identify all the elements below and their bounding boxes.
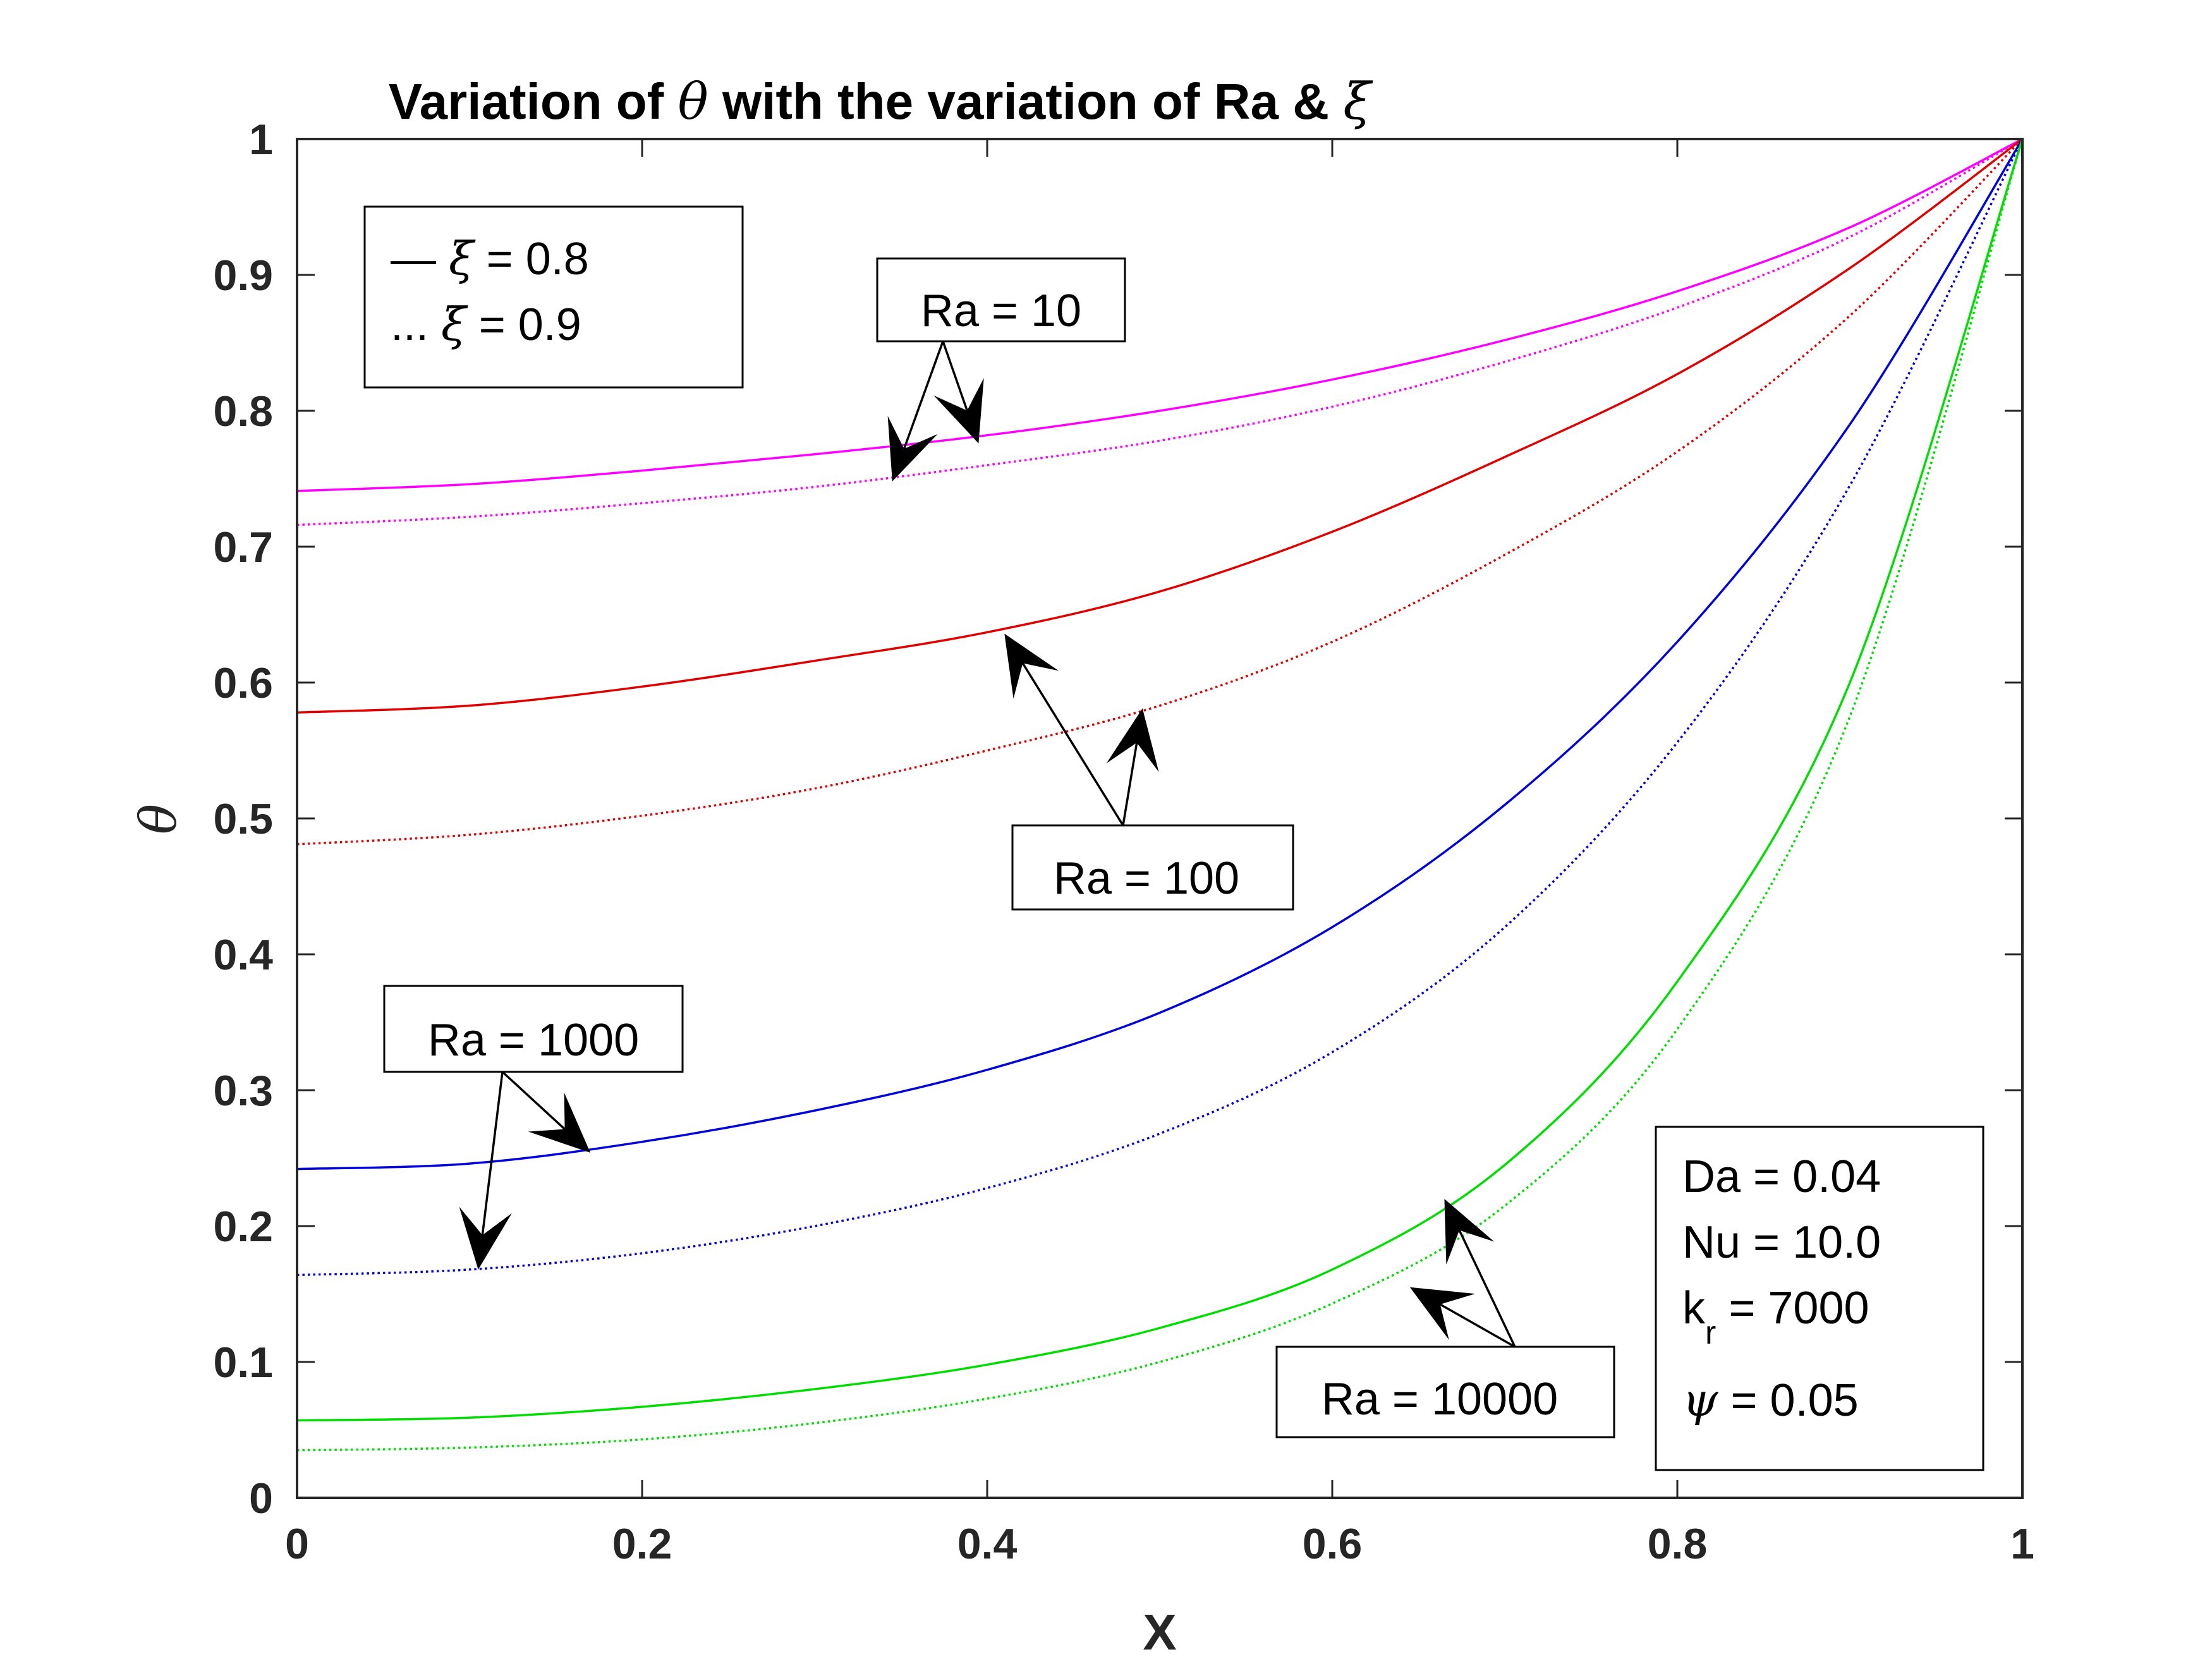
y-axis-label: θ [129, 804, 188, 834]
annotation-arrow-head [1004, 633, 1059, 699]
series-line-6-solid [297, 139, 2022, 1422]
annotation-arrow-head [887, 416, 938, 482]
x-axis-label: X [1143, 1604, 1176, 1659]
title-xi-symbol: ξ [1343, 72, 1373, 131]
legend-value: = 0.9 [466, 300, 581, 350]
x-tick-label: 0 [285, 1520, 309, 1568]
title-middle: with the variation of Ra & [708, 73, 1344, 130]
legend-value: = 0.8 [474, 234, 589, 284]
annotation-arrow-head [1409, 1287, 1476, 1340]
y-tick-label: 0.2 [213, 1203, 273, 1251]
annotation-arrow-head [459, 1206, 512, 1270]
annotation-arrow-head [1106, 708, 1159, 772]
annotation-label: Ra = 10000 [1322, 1374, 1558, 1425]
param-kr: kr = 7000 [1682, 1283, 1869, 1351]
legend-marker-dotted: ... [391, 300, 428, 350]
annotation-label: Ra = 1000 [428, 1015, 639, 1066]
series-line-1-dotted [297, 139, 2022, 526]
series-line-7-dotted [297, 139, 2022, 1452]
ticks-group [296, 138, 2024, 1499]
title-prefix: Variation of [389, 73, 678, 130]
x-tick-label: 0.6 [1303, 1520, 1363, 1568]
x-tick-label: 0.2 [612, 1520, 672, 1568]
series-line-5-dotted [297, 139, 2022, 1277]
annotation-ra-1000: Ra = 1000 [383, 985, 684, 1073]
annotation-arrow-line [481, 1071, 504, 1236]
title-theta-symbol: θ [678, 72, 708, 131]
param-da: Da = 0.04 [1682, 1152, 1881, 1202]
y-tick-label: 0.9 [213, 252, 273, 300]
annotation-arrow-head [933, 378, 984, 444]
annotation-arrow-line [1458, 1229, 1516, 1347]
annotation-arrow-line [1021, 662, 1124, 826]
series-line-4-solid [297, 139, 2022, 1170]
x-tick-label: 0.8 [1648, 1520, 1708, 1568]
annotation-arrow-line [1122, 742, 1138, 826]
parameter-box-frame [1655, 1126, 1984, 1471]
legend-marker-solid: — [391, 234, 436, 284]
y-tick-label: 1 [249, 116, 273, 164]
param-kr-value: = 7000 [1716, 1283, 1869, 1334]
parameter-box: Da = 0.04 Nu = 10.0 kr = 7000 ψ = 0.05 [1655, 1126, 1984, 1471]
y-tick-label: 0.3 [213, 1067, 273, 1115]
legend-box [363, 205, 744, 389]
y-tick-label: 0.4 [213, 931, 273, 979]
annotation-box [383, 985, 684, 1073]
series-line-2-solid [297, 139, 2022, 714]
legend-xi-symbol: ξ [449, 232, 476, 285]
chart-title: Variation of θ with the variation of Ra … [389, 72, 1374, 131]
annotation-label: Ra = 100 [1054, 853, 1239, 904]
annotation-arrows [459, 341, 1516, 1348]
annotation-arrow-line [1439, 1303, 1516, 1348]
annotation-box [1011, 824, 1294, 911]
x-tick-label: 0.4 [957, 1520, 1018, 1568]
annotation-ra-10: Ra = 10 [876, 257, 1126, 343]
annotation-box [876, 257, 1126, 343]
legend-entry-dotted: ... ξ = 0.9 [391, 298, 581, 351]
param-kr-sub: r [1705, 1315, 1716, 1351]
annotation-arrow-line [501, 1071, 566, 1130]
annotation-arrow-line [902, 341, 944, 449]
annotation-ra-100: Ra = 100 [1011, 824, 1294, 911]
y-tick-label: 0.6 [213, 659, 273, 707]
x-tick-label: 1 [2010, 1520, 2034, 1568]
param-psi-symbol: ψ [1682, 1373, 1719, 1426]
tick-labels: 0 0.2 0.4 0.6 0.8 1 0 0.1 0.2 0.3 0.4 0.5 0.6 0.7 0.8 0… [213, 116, 2034, 1568]
series-group [297, 139, 2022, 1452]
annotation-arrow-head [528, 1092, 591, 1153]
annotation-arrow-line [942, 341, 968, 411]
y-tick-label: 0 [249, 1474, 273, 1522]
legend-xi-symbol: ξ [441, 298, 468, 351]
annotation-arrow-head [1444, 1199, 1495, 1265]
legend-entry-solid: — ξ = 0.8 [391, 232, 589, 285]
y-tick-label: 0.1 [213, 1339, 273, 1387]
legend: — ξ = 0.8 ... ξ = 0.9 [363, 205, 744, 389]
y-tick-label: 0.8 [213, 387, 273, 435]
series-line-0-solid [297, 139, 2022, 492]
y-tick-label: 0.7 [213, 523, 273, 571]
y-tick-label: 0.5 [213, 795, 273, 843]
param-nu: Nu = 10.0 [1682, 1217, 1881, 1268]
param-kr-base: k [1682, 1283, 1706, 1334]
annotation-label: Ra = 10 [921, 286, 1081, 336]
param-psi-value: = 0.05 [1718, 1375, 1858, 1426]
param-psi: ψ = 0.05 [1682, 1373, 1859, 1426]
annotation-ra-10000: Ra = 10000 [1275, 1346, 1615, 1438]
annotation-box [1275, 1346, 1615, 1438]
